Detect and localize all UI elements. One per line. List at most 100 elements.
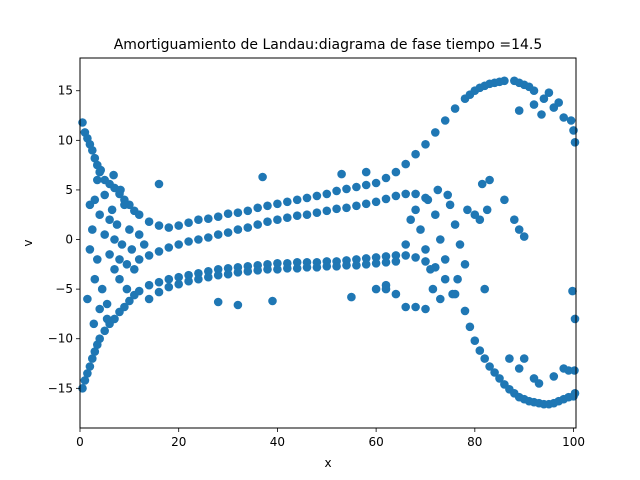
data-point — [100, 326, 109, 336]
data-point — [455, 240, 465, 249]
data-point — [463, 205, 472, 215]
data-point — [381, 258, 391, 267]
data-point — [544, 88, 554, 97]
data-point — [312, 208, 322, 217]
data-point — [243, 223, 253, 232]
data-point — [312, 191, 322, 201]
data-point — [371, 253, 381, 262]
data-point — [554, 98, 563, 107]
data-point — [223, 269, 233, 279]
data-point — [125, 225, 134, 234]
data-point — [127, 245, 137, 254]
data-point — [391, 191, 401, 201]
data-point — [406, 215, 416, 224]
data-point — [204, 233, 213, 242]
data-point — [371, 284, 381, 294]
data-point — [283, 197, 292, 207]
data-point — [134, 255, 144, 264]
data-point — [519, 232, 529, 241]
data-point — [322, 189, 332, 199]
data-point — [164, 274, 174, 284]
data-point — [134, 210, 144, 219]
x-axis-label: x — [324, 456, 331, 470]
data-point — [431, 128, 440, 137]
data-point — [371, 259, 381, 268]
x-tick-label: 20 — [171, 435, 186, 449]
data-point — [332, 204, 341, 214]
data-point — [453, 274, 462, 284]
data-point — [337, 169, 346, 179]
data-point — [381, 173, 391, 183]
data-point — [529, 100, 539, 109]
data-point — [514, 106, 524, 115]
data-point — [361, 167, 371, 177]
data-point — [475, 215, 485, 224]
data-point — [134, 230, 144, 239]
data-point — [273, 265, 282, 274]
data-point — [495, 77, 504, 87]
data-point — [194, 274, 203, 284]
data-point — [164, 243, 174, 252]
y-tick-label: 10 — [58, 133, 73, 147]
data-point — [421, 304, 430, 314]
data-point — [361, 260, 371, 269]
data-point — [428, 284, 438, 294]
data-point — [253, 266, 262, 275]
data-point — [465, 90, 475, 99]
data-point — [342, 184, 351, 194]
data-point — [514, 364, 524, 373]
data-point — [292, 258, 302, 267]
data-point — [475, 83, 485, 93]
data-point — [411, 189, 420, 199]
data-point — [381, 280, 391, 290]
data-point — [482, 205, 492, 215]
data-point — [391, 257, 401, 266]
data-point — [88, 146, 97, 155]
data-point — [450, 220, 460, 229]
data-point — [352, 201, 361, 211]
data-point — [549, 372, 559, 381]
data-point — [107, 205, 117, 215]
data-point — [539, 94, 549, 103]
data-point — [233, 225, 243, 234]
data-point — [144, 294, 154, 304]
data-point — [352, 255, 361, 264]
data-point — [154, 221, 164, 230]
data-point — [570, 389, 580, 398]
data-point — [85, 362, 95, 371]
data-point — [164, 223, 174, 232]
y-tick-label: −5 — [55, 282, 73, 296]
data-point — [443, 190, 453, 200]
data-point — [117, 240, 127, 249]
data-point — [233, 300, 243, 310]
data-point — [174, 272, 183, 282]
data-point — [96, 165, 105, 175]
data-point — [93, 255, 102, 264]
data-point — [401, 159, 411, 169]
data-point — [204, 272, 213, 282]
data-point — [90, 153, 100, 163]
data-point — [194, 269, 203, 278]
data-point — [110, 265, 119, 274]
data-point — [391, 167, 401, 177]
data-point — [559, 113, 568, 122]
data-point — [524, 82, 534, 92]
data-point — [564, 366, 573, 375]
data-point — [233, 208, 243, 217]
data-point — [164, 282, 174, 292]
data-point — [460, 306, 470, 316]
data-point — [122, 260, 132, 269]
data-point — [233, 268, 243, 277]
data-point — [361, 254, 371, 263]
data-point — [292, 264, 302, 273]
data-point — [204, 267, 213, 276]
data-point — [130, 265, 139, 274]
data-point — [436, 235, 445, 244]
data-point — [495, 374, 504, 383]
data-point — [352, 182, 361, 192]
data-point — [100, 230, 109, 239]
data-point — [416, 225, 425, 234]
data-point — [273, 199, 282, 209]
data-point — [440, 116, 450, 125]
